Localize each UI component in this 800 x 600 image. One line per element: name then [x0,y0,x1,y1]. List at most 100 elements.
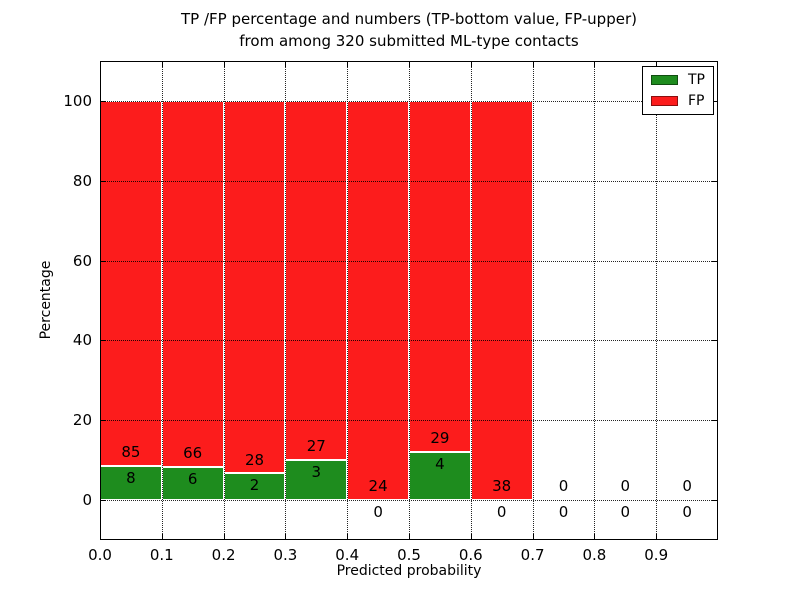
x-tick-mark-top [100,61,101,67]
gridline-vertical [100,61,101,540]
legend-label-tp: TP [688,72,705,88]
bar-count-label-fp: 0 [620,477,631,496]
y-tick-label: 60 [72,251,92,270]
x-tick-label: 0.2 [211,546,236,564]
y-tick-mark-right [712,100,718,102]
plot-area: 85 8 66 6 28 2 27 3 24 0 29 4 38 0 0 0 0 0 0 0 TP FP [100,61,718,540]
x-tick-mark-top [409,61,410,67]
gridline-vertical [532,61,534,540]
bar-count-label-tp: 8 [126,468,136,487]
x-tick-mark-top [532,61,534,67]
x-tick-mark [532,534,534,540]
bar-count-label-fp: 0 [682,477,692,496]
x-tick-label: 0.4 [335,546,360,564]
x-tick-mark [656,534,658,540]
gridline-horizontal [100,180,718,182]
x-tick-label: 0.3 [273,546,298,564]
legend-entry-tp: TP [651,73,705,87]
gridline-vertical [594,61,596,540]
y-tick-mark-right [712,340,718,342]
x-tick-label: 0.5 [397,546,421,564]
bar-segment-fp [347,100,409,501]
y-tick-mark-right [712,420,718,422]
x-tick-mark-top [223,61,225,67]
x-axis-label: Predicted probability [336,563,482,579]
bar-count-label-tp: 0 [558,503,569,522]
bar-segment-fp [409,100,471,452]
y-tick-mark [100,260,106,262]
bar-count-label-tp: 0 [682,503,692,522]
gridline-horizontal [100,340,718,342]
bar-segment-fp [470,100,533,501]
bar-count-label-tp: 4 [435,454,445,473]
bar-count-label-tp: 0 [620,503,631,522]
gridline-horizontal [100,500,718,502]
y-tick-mark-right [712,260,718,262]
chart-title-line1: TP /FP percentage and numbers (TP-bottom… [181,10,637,28]
bar-count-label-fp: 27 [306,437,326,456]
legend: TP FP [642,66,714,115]
bar-count-label-fp: 66 [183,443,203,462]
bar-count-label-tp: 6 [187,469,198,488]
fp-color-swatch [651,96,678,106]
bar-segment-fp [161,100,224,467]
gridline-horizontal [100,260,718,262]
y-tick-mark [100,340,106,342]
bar-segment-fp [285,100,348,461]
bar-count-label-tp: 3 [311,463,322,482]
x-tick-mark [100,534,101,540]
bar-count-label-fp: 0 [558,477,569,496]
x-tick-mark [594,534,596,540]
bar-segment-fp [223,100,286,474]
y-tick-label: 40 [72,331,92,350]
bar-segment-tp [223,473,286,501]
gridline-vertical [409,61,410,540]
gridline-horizontal [100,100,718,102]
x-tick-label: 0.6 [458,546,483,564]
x-tick-label: 0.7 [520,546,545,564]
x-tick-label: 0.0 [88,546,112,564]
y-tick-mark [100,180,106,182]
x-tick-mark-top [656,61,658,67]
x-tick-label: 0.1 [149,546,174,564]
bar-count-label-tp: 0 [373,503,383,522]
x-tick-mark [223,534,225,540]
legend-entry-fp: FP [651,94,705,108]
annotations-layer: 85 8 66 6 28 2 27 3 24 0 29 4 38 0 0 0 0 0 0 0 [100,61,718,540]
bar-count-label-fp: 24 [368,477,388,496]
gridline-vertical [223,61,225,540]
y-tick-label: 20 [72,411,92,430]
bar-segment-fp [100,100,162,466]
y-tick-label: 100 [63,91,92,110]
chart-title: TP /FP percentage and numbers (TP-bottom… [100,8,718,52]
y-axis-label: Percentage [38,260,54,340]
bar-count-label-tp: 0 [496,503,507,522]
x-tick-mark [161,534,163,540]
x-tick-mark [470,534,472,540]
gridline-vertical [470,61,472,540]
gridline-vertical [656,61,658,540]
bar-count-label-fp: 38 [492,477,512,496]
x-tick-mark-top [161,61,163,67]
x-tick-mark [409,534,410,540]
bar-segment-tp [100,465,162,501]
bar-count-label-tp: 2 [249,476,260,495]
x-tick-mark [285,534,287,540]
gridline-vertical [347,61,349,540]
bar-count-label-fp: 29 [430,428,450,447]
chart-title-line2: from among 320 submitted ML-type contact… [239,32,579,50]
bar-count-label-fp: 28 [244,450,265,469]
y-tick-label: 0 [82,491,92,510]
x-tick-label: 0.9 [644,546,669,564]
gridline-vertical [161,61,163,540]
x-tick-mark-top [347,61,349,67]
gridline-vertical [285,61,287,540]
x-tick-label: 0.8 [582,546,607,564]
x-tick-mark [347,534,349,540]
x-tick-mark-top [285,61,287,67]
bar-segment-tp [409,451,471,501]
y-tick-mark [100,100,106,102]
y-tick-mark [100,420,106,422]
y-tick-label: 80 [72,171,92,190]
